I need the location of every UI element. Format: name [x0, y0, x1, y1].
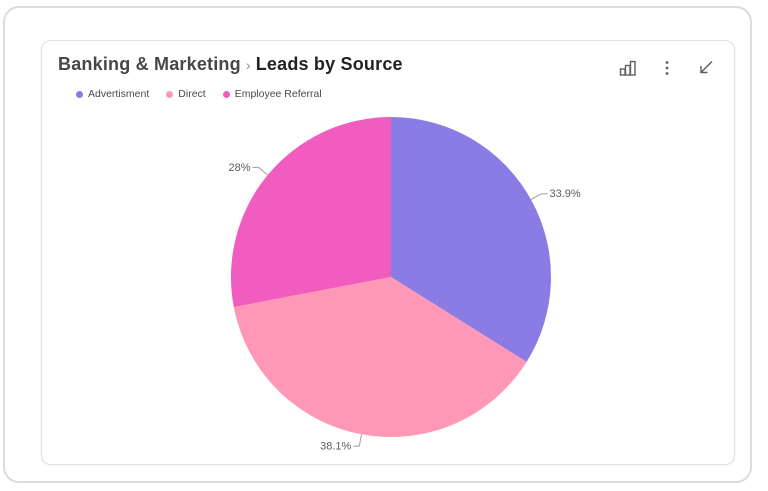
breadcrumb-primary: Banking & Marketing: [58, 54, 241, 74]
legend-item-direct[interactable]: Direct: [166, 88, 206, 100]
pie-chart: 33.9% 38.1% 28%: [228, 116, 581, 453]
legend-label: Employee Referral: [234, 88, 322, 100]
legend-item-employee-referral[interactable]: Employee Referral: [222, 88, 322, 100]
legend-dot-icon: [222, 90, 230, 98]
legend-dot-icon: [166, 90, 174, 98]
pie-slice-direct[interactable]: [233, 277, 527, 438]
page-title: Leads by Source: [255, 54, 403, 74]
card-toolbar: [617, 54, 722, 79]
leads-by-source-card: Banking & Marketing › Leads by Source: [41, 40, 735, 465]
breadcrumb: Banking & Marketing › Leads by Source: [58, 54, 403, 75]
bar-chart-icon[interactable]: [617, 57, 639, 79]
pie-slice-label-advertisment: 33.9%: [550, 188, 581, 200]
legend-dot-icon: [76, 90, 83, 98]
label-leader-line: [530, 193, 548, 200]
breadcrumb-separator-icon: ›: [245, 57, 251, 73]
label-leader-line: [252, 166, 269, 176]
pie-slice-label-employee-referral: 28%: [228, 162, 250, 174]
pie-slice-employee-referral[interactable]: [230, 116, 391, 307]
collapse-arrow-icon[interactable]: [695, 57, 717, 79]
chart-legend: Advertisment Direct Employee Referral: [76, 88, 734, 100]
card-header: Banking & Marketing › Leads by Source: [42, 41, 734, 79]
pie-slice-advertisment[interactable]: [391, 117, 551, 362]
pie-slice-label-direct: 38.1%: [320, 441, 351, 453]
legend-label: Direct: [178, 88, 206, 100]
legend-label: Advertisment: [88, 88, 150, 100]
label-leader-line: [353, 434, 362, 447]
page-frame: Banking & Marketing › Leads by Source: [3, 6, 752, 483]
legend-item-advertisment[interactable]: Advertisment: [76, 88, 149, 100]
kebab-menu-icon[interactable]: [656, 57, 678, 79]
